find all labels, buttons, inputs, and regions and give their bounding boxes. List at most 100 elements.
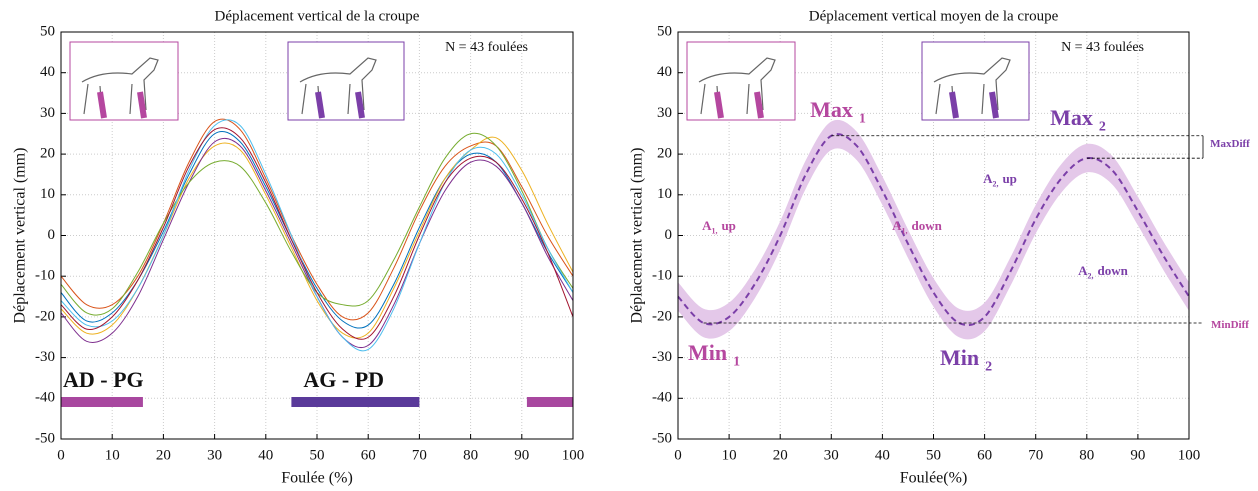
phase-bar <box>526 397 573 407</box>
annotation: A2, down <box>1078 263 1129 280</box>
x-tick-label: 30 <box>207 447 222 463</box>
y-tick-label: -30 <box>35 349 55 365</box>
y-tick-label: -40 <box>35 390 55 406</box>
annotation-text: Max <box>810 97 853 122</box>
x-tick-label: 90 <box>1130 447 1145 463</box>
annotation: Min 1 <box>688 340 740 370</box>
annotation-text: Max <box>1050 105 1093 130</box>
y-tick-label: -20 <box>35 308 55 324</box>
annotation: A1, down <box>892 218 943 235</box>
x-tick-label: 100 <box>562 447 585 463</box>
x-tick-label: 60 <box>361 447 376 463</box>
horse-sketch <box>81 57 159 115</box>
phase-label: AD - PG <box>63 367 144 392</box>
y-tick-label: -20 <box>652 308 672 324</box>
annotation-text: A <box>892 218 902 233</box>
annotation: Min 2 <box>940 345 992 375</box>
x-tick-label: 40 <box>875 447 890 463</box>
x-tick-label: 30 <box>824 447 839 463</box>
x-tick-label: 60 <box>977 447 992 463</box>
y-axis-label: Déplacement vertical (mm) <box>12 148 29 324</box>
horse-image-frame <box>921 41 1030 121</box>
x-tick-label: 10 <box>722 447 737 463</box>
x-axis-label: Foulée(%) <box>900 470 968 487</box>
y-tick-label: -10 <box>35 268 55 284</box>
phase-bar <box>291 397 420 407</box>
x-tick-label: 80 <box>463 447 478 463</box>
chart-title: Déplacement vertical moyen de la croupe <box>809 8 1059 24</box>
annotation-text: A <box>983 171 993 186</box>
x-tick-label: 100 <box>1178 447 1201 463</box>
annotation-sub: 1, <box>902 226 908 235</box>
y-tick-label: -10 <box>652 268 672 284</box>
annotation-tail: up <box>721 218 735 233</box>
horse-legs <box>714 91 764 119</box>
y-tick-label: 30 <box>657 105 672 121</box>
horse-legs <box>97 91 147 119</box>
horse-legs <box>949 91 999 119</box>
x-tick-label: 50 <box>310 447 325 463</box>
sd-band <box>678 119 1189 340</box>
x-axis-label: Foulée (%) <box>281 470 353 487</box>
annotation: A1, up <box>702 218 736 235</box>
annotation-text: MaxDiff <box>1210 138 1250 150</box>
y-tick-label: 40 <box>40 64 55 80</box>
x-tick-label: 80 <box>1079 447 1094 463</box>
annotation-text: A <box>702 218 712 233</box>
phase-label: AG - PD <box>303 367 384 392</box>
annotation: MinDiff <box>1211 319 1249 331</box>
annotation: A2, up <box>983 171 1017 188</box>
horse-image-frame <box>69 41 179 121</box>
y-tick-label: 0 <box>48 227 56 243</box>
horse-sketch <box>933 57 1011 115</box>
annotation-sub: 1, <box>711 226 717 235</box>
annotation-tail: down <box>1098 263 1129 278</box>
plot-frame <box>677 31 1190 440</box>
series-line <box>60 127 574 340</box>
x-tick-label: 20 <box>773 447 788 463</box>
series-line <box>60 119 574 352</box>
series-line <box>677 133 1190 327</box>
x-tick-label: 70 <box>1028 447 1043 463</box>
y-axis-label: Déplacement vertical (mm) <box>629 148 646 324</box>
x-tick-label: 20 <box>156 447 171 463</box>
y-tick-label: -30 <box>652 349 672 365</box>
chart-title: Déplacement vertical de la croupe <box>215 8 420 24</box>
x-tick-label: 70 <box>412 447 427 463</box>
annotation: Max 2 <box>1050 105 1106 135</box>
y-tick-label: 20 <box>657 146 672 162</box>
annotation-text: Min <box>688 340 727 365</box>
horse-sketch <box>299 57 377 115</box>
series-line <box>60 130 574 329</box>
annotation-text: A <box>1078 263 1088 278</box>
annotation-text: MinDiff <box>1211 319 1249 331</box>
x-tick-label: 0 <box>57 447 65 463</box>
y-tick-label: 10 <box>657 186 672 202</box>
x-tick-label: 0 <box>674 447 682 463</box>
horse-image-frame <box>686 41 796 121</box>
y-tick-label: 30 <box>40 105 55 121</box>
annotation-text: Min <box>940 345 979 370</box>
y-tick-label: -50 <box>652 430 672 446</box>
annotation-tail: up <box>1002 171 1016 186</box>
annotation-tail: down <box>912 218 943 233</box>
x-tick-label: 40 <box>258 447 273 463</box>
annotation: MaxDiff <box>1210 138 1250 150</box>
horse-sketch <box>698 57 776 115</box>
annotation-sub: 1 <box>733 355 740 370</box>
annotation: Max 1 <box>810 97 866 127</box>
n-label: N = 43 foulées <box>445 40 528 55</box>
y-tick-label: 0 <box>665 227 673 243</box>
annotation-sub: 2 <box>985 360 992 375</box>
plot-frame <box>60 31 574 440</box>
series-line <box>60 118 574 321</box>
y-tick-label: 20 <box>40 146 55 162</box>
x-tick-label: 10 <box>105 447 120 463</box>
y-tick-label: -50 <box>35 430 55 446</box>
annotation-sub: 2, <box>992 179 998 188</box>
n-label: N = 43 foulées <box>1061 40 1144 55</box>
annotation-sub: 1 <box>859 112 866 127</box>
y-tick-label: 10 <box>40 186 55 202</box>
y-tick-label: 50 <box>657 23 672 39</box>
